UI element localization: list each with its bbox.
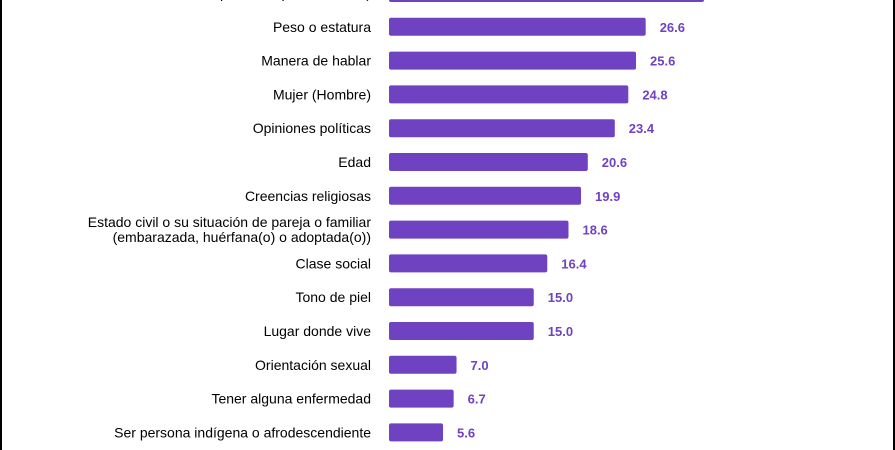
category-label-2: Manera de hablar bbox=[261, 53, 371, 69]
value-label-5: 20.6 bbox=[602, 155, 627, 170]
bar-4 bbox=[389, 119, 615, 138]
category-label-3-line-0: Mujer (Hombre) bbox=[273, 86, 371, 102]
bar-0 bbox=[389, 0, 704, 2]
bar-11 bbox=[389, 355, 457, 374]
category-label-6-line-0: Creencias religiosas bbox=[245, 188, 371, 204]
category-label-1-line-0: Peso o estatura bbox=[273, 19, 371, 35]
category-label-13-line-0: Ser persona indígena o afrodescendiente bbox=[114, 424, 371, 440]
category-label-0: forma de peinarse, perforaciones) bbox=[161, 0, 371, 1]
value-label-10: 15.0 bbox=[548, 324, 573, 339]
bar-7 bbox=[389, 220, 569, 239]
value-label-13: 5.6 bbox=[457, 425, 475, 440]
value-label-12: 6.7 bbox=[468, 392, 486, 407]
bar-3 bbox=[389, 85, 629, 104]
bar-1 bbox=[389, 17, 646, 36]
value-labels-group: 26.6 25.6 24.8 23.4 20.6 19.9 18.6 16.4 15.0 15.0… bbox=[457, 20, 685, 441]
category-label-6: Creencias religiosas bbox=[245, 188, 371, 204]
value-label-6: 19.9 bbox=[595, 189, 620, 204]
category-label-13: Ser persona indígena o afrodescendiente bbox=[114, 424, 371, 440]
bar-9 bbox=[389, 288, 534, 307]
category-label-8: Clase social bbox=[296, 255, 371, 271]
category-label-7-line-1: (embarazada, huérfana(o) o adoptada(o)) bbox=[113, 229, 371, 245]
category-label-9-line-0: Tono de piel bbox=[295, 289, 371, 305]
category-label-10: Lugar donde vive bbox=[264, 323, 372, 339]
bar-10 bbox=[389, 322, 534, 340]
category-label-7-line-0: Estado civil o su situación de pareja o … bbox=[88, 214, 372, 230]
bar-8 bbox=[389, 254, 548, 273]
bar-2 bbox=[389, 51, 637, 70]
category-label-1: Peso o estatura bbox=[273, 19, 371, 35]
category-label-9: Tono de piel bbox=[295, 289, 371, 305]
bar-12 bbox=[389, 389, 454, 408]
category-labels-group: forma de peinarse, perforaciones) Peso o … bbox=[88, 0, 372, 440]
category-label-4-line-0: Opiniones políticas bbox=[253, 120, 371, 136]
category-label-8-line-0: Clase social bbox=[296, 255, 371, 271]
bar-6 bbox=[389, 186, 582, 205]
value-label-9: 15.0 bbox=[548, 290, 573, 305]
bars-group bbox=[389, 0, 704, 442]
value-label-11: 7.0 bbox=[471, 358, 489, 373]
category-label-11-line-0: Orientación sexual bbox=[255, 357, 371, 373]
value-label-8: 16.4 bbox=[561, 256, 587, 271]
value-label-7: 18.6 bbox=[582, 223, 607, 238]
category-label-7: Estado civil o su situación de pareja o … bbox=[88, 214, 372, 245]
category-label-12-line-0: Tener alguna enfermedad bbox=[211, 391, 371, 407]
category-label-11: Orientación sexual bbox=[255, 357, 371, 373]
category-label-5-line-0: Edad bbox=[338, 154, 371, 170]
category-label-10-line-0: Lugar donde vive bbox=[264, 323, 372, 339]
category-label-5: Edad bbox=[338, 154, 371, 170]
category-label-4: Opiniones políticas bbox=[253, 120, 371, 136]
value-label-4: 23.4 bbox=[629, 121, 655, 136]
bar-5 bbox=[389, 153, 588, 171]
category-label-0-line-0: forma de peinarse, perforaciones) bbox=[161, 0, 371, 1]
bar-13 bbox=[389, 423, 444, 442]
value-label-2: 25.6 bbox=[650, 54, 675, 69]
value-label-3: 24.8 bbox=[642, 87, 667, 102]
category-label-3: Mujer (Hombre) bbox=[273, 86, 371, 102]
category-label-2-line-0: Manera de hablar bbox=[261, 53, 371, 69]
category-label-12: Tener alguna enfermedad bbox=[211, 391, 371, 407]
value-label-1: 26.6 bbox=[660, 20, 685, 35]
